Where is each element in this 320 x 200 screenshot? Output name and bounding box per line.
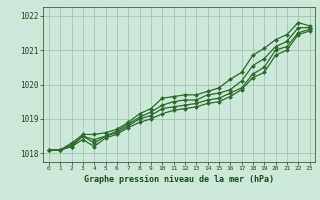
X-axis label: Graphe pression niveau de la mer (hPa): Graphe pression niveau de la mer (hPa) [84,175,274,184]
